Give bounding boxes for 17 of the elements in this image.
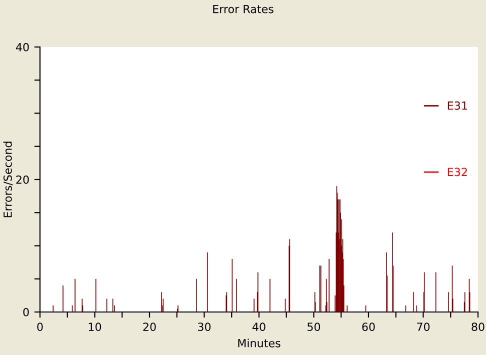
legend-label: E32 bbox=[448, 168, 467, 176]
y-tick-label: 0 bbox=[23, 308, 29, 316]
y-axis-title: Errors/Second bbox=[3, 142, 13, 218]
y-tick-label: 20 bbox=[16, 175, 29, 184]
x-axis-title: Minutes bbox=[238, 338, 280, 348]
x-tick-label: 50 bbox=[308, 322, 320, 332]
x-tick-label: 40 bbox=[252, 322, 266, 332]
x-tick-label: 30 bbox=[198, 322, 211, 332]
x-tick-label: 80 bbox=[472, 322, 484, 332]
x-tick-label: 60 bbox=[362, 322, 375, 332]
x-tick-label: 70 bbox=[417, 322, 430, 332]
y-tick-label: 40 bbox=[16, 42, 29, 52]
chart-title: Error Rates bbox=[213, 4, 274, 14]
legend-label: E31 bbox=[448, 101, 467, 110]
x-tick-label: 10 bbox=[88, 322, 102, 332]
x-tick-label: 0 bbox=[37, 322, 43, 332]
x-tick-label: 20 bbox=[143, 322, 156, 332]
